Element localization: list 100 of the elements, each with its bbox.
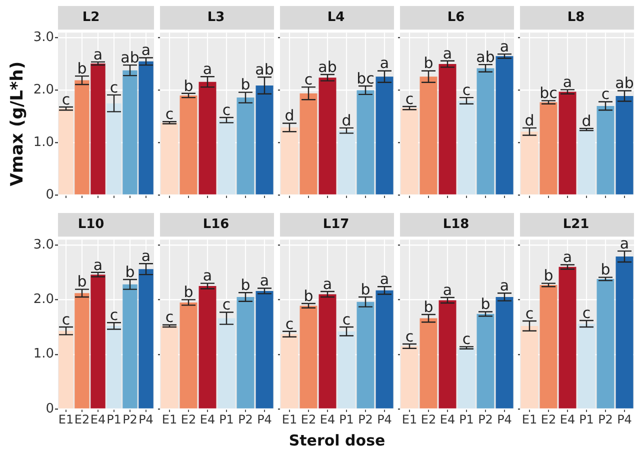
annotation: b xyxy=(77,272,87,291)
x-tick-label: P4 xyxy=(257,412,272,426)
bar xyxy=(540,284,558,408)
bar xyxy=(520,132,538,194)
annotation: b xyxy=(240,276,250,294)
annotation: b xyxy=(424,298,434,316)
x-tick-label: P4 xyxy=(617,412,632,426)
annotation: c xyxy=(165,105,174,124)
annotation: a xyxy=(141,247,151,266)
y-tick-label: 3.0 xyxy=(33,237,54,252)
bar xyxy=(280,334,298,408)
x-tick-label: E1 xyxy=(58,412,74,426)
annotation: a xyxy=(202,266,212,285)
chart-title: L17 xyxy=(322,217,350,232)
annotation: a xyxy=(442,280,452,299)
annotation: c xyxy=(110,78,118,96)
annotation: a xyxy=(620,234,630,252)
x-tick-label: E2 xyxy=(300,412,316,426)
bar xyxy=(218,318,236,408)
annotation: b xyxy=(125,262,135,281)
annotation: a xyxy=(562,248,572,266)
bar xyxy=(376,290,394,408)
bar xyxy=(122,70,138,194)
bar xyxy=(318,294,336,408)
bar xyxy=(180,95,198,194)
bar xyxy=(458,100,476,194)
x-tick-label: P2 xyxy=(238,412,253,426)
chart-title: L3 xyxy=(207,10,225,26)
annotation: c xyxy=(405,90,414,108)
y-tick-label: 0 xyxy=(46,187,54,202)
bar xyxy=(300,306,318,408)
bar xyxy=(420,318,438,408)
bar xyxy=(256,86,274,194)
x-tick-label: P1 xyxy=(219,412,234,426)
y-tick-label: 0 xyxy=(46,401,54,416)
annotation: a xyxy=(562,73,572,92)
bar xyxy=(138,269,154,408)
x-tick-label: P1 xyxy=(106,412,122,426)
bar xyxy=(400,346,418,408)
annotation: a xyxy=(500,276,510,295)
bar xyxy=(236,98,254,194)
bar xyxy=(318,78,336,194)
annotation: a xyxy=(380,270,390,288)
bar xyxy=(496,56,514,194)
x-tick-label: P4 xyxy=(138,412,154,426)
annotation: d xyxy=(524,111,534,130)
x-tick-label: E1 xyxy=(522,412,538,426)
chart-title: L18 xyxy=(442,217,470,232)
annotation: a xyxy=(380,54,390,72)
x-tick-label: E1 xyxy=(162,412,178,426)
x-tick-label: P4 xyxy=(497,412,512,426)
bar xyxy=(520,326,538,408)
x-tick-label: P1 xyxy=(579,412,594,426)
annotation: bc xyxy=(356,69,374,88)
annotation: d xyxy=(284,106,294,125)
x-tick-label: E2 xyxy=(180,412,196,426)
x-tick-label: E4 xyxy=(200,412,216,426)
x-tick-label: E4 xyxy=(560,412,576,426)
bar xyxy=(338,130,356,194)
x-tick-label: E2 xyxy=(420,412,436,426)
annotation: c xyxy=(342,310,351,328)
bar xyxy=(596,278,614,408)
chart-title: L2 xyxy=(82,10,100,26)
annotation: c xyxy=(110,306,118,324)
y-tick-label: 3.0 xyxy=(33,30,54,46)
bar xyxy=(74,80,90,194)
bar xyxy=(338,331,356,408)
annotation: c xyxy=(525,304,534,322)
annotation: a xyxy=(202,60,212,78)
annotation: b xyxy=(184,283,194,302)
x-tick-label: P4 xyxy=(377,412,392,426)
y-axis-title: Vmax (g/L*h) xyxy=(7,61,28,186)
bar xyxy=(596,106,614,194)
bar xyxy=(58,108,74,194)
annotation: c xyxy=(462,330,471,348)
annotation: b xyxy=(360,280,370,298)
annotation: c xyxy=(462,80,471,99)
chart-title: L4 xyxy=(327,10,345,26)
annotation: a xyxy=(93,256,103,274)
bar xyxy=(616,256,634,408)
annotation: b xyxy=(184,76,194,95)
annotation: b xyxy=(304,286,314,305)
bar xyxy=(438,64,456,194)
y-tick-label: 1.0 xyxy=(33,346,54,362)
bar xyxy=(400,108,418,194)
x-axis-title: Sterol dose xyxy=(288,431,386,450)
annotation: ab xyxy=(476,48,495,66)
annotation: c xyxy=(405,327,414,346)
annotation: d xyxy=(582,112,592,130)
bar xyxy=(180,302,198,408)
bar xyxy=(476,68,494,194)
annotation: a xyxy=(93,45,103,64)
bar xyxy=(90,64,106,194)
x-tick-label: E1 xyxy=(282,412,298,426)
bar xyxy=(122,284,138,408)
x-tick-label: P2 xyxy=(478,412,493,426)
annotation: a xyxy=(260,272,270,290)
bar xyxy=(218,120,236,194)
x-tick-label: E4 xyxy=(440,412,456,426)
annotation: b xyxy=(544,266,554,285)
